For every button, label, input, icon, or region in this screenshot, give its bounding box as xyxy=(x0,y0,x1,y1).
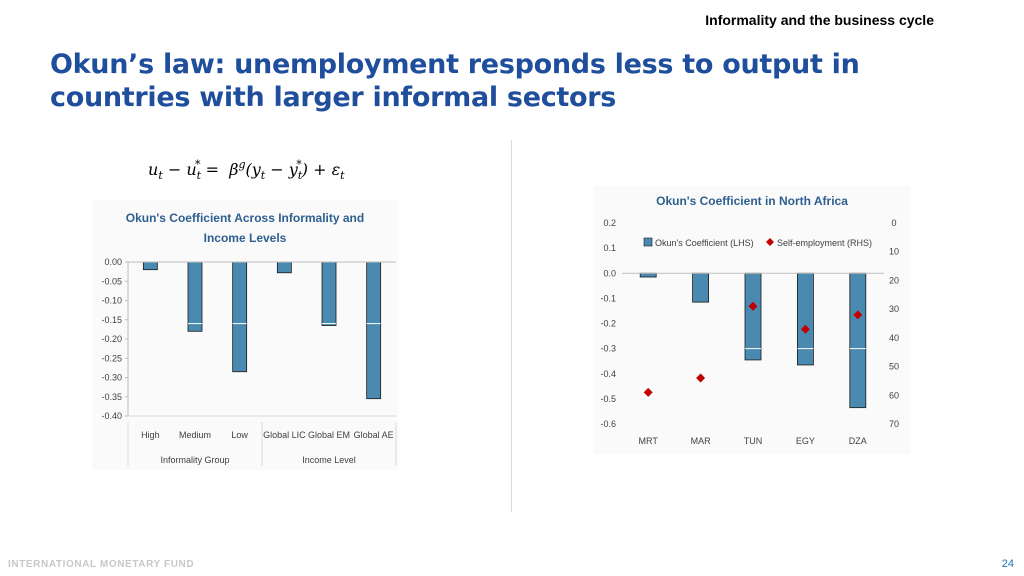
right-y-tick-label: 60 xyxy=(889,390,899,400)
footer-organization: INTERNATIONAL MONETARY FUND xyxy=(8,559,195,570)
legend-marker-label: Self-employment (RHS) xyxy=(777,238,872,248)
legend-bar-swatch xyxy=(643,237,653,247)
right-y-tick-label: 40 xyxy=(889,333,899,343)
x-tick-label: DZA xyxy=(849,436,867,446)
x-tick-label: Global AE xyxy=(354,430,394,440)
self-employment-marker xyxy=(643,387,653,397)
left-y-tick-label: -0.6 xyxy=(600,419,616,429)
y-tick-label: -0.25 xyxy=(101,353,122,363)
right-y-tick-label: 70 xyxy=(889,419,899,429)
right-y-tick-label: 30 xyxy=(889,304,899,314)
y-tick-label: -0.05 xyxy=(101,276,122,286)
bar xyxy=(187,261,203,332)
left-chart-panel: Okun's Coefficient Across Informality an… xyxy=(92,200,398,470)
okun-equation: ut − ut* = βg(yt − yt*) + εt xyxy=(148,158,345,182)
chart-title-line-2: Income Levels xyxy=(204,231,287,245)
left-y-tick-label: -0.1 xyxy=(600,293,616,303)
x-tick-label: High xyxy=(141,430,160,440)
bar xyxy=(142,261,158,271)
bar xyxy=(692,272,709,303)
left-y-tick-label: 0.2 xyxy=(603,218,616,228)
self-employment-marker xyxy=(696,373,706,383)
bar xyxy=(796,272,814,366)
bar xyxy=(366,261,382,400)
y-tick-label: -0.30 xyxy=(101,373,122,383)
bar xyxy=(232,261,248,373)
slide-title-line-2: countries with larger informal sectors xyxy=(50,82,617,113)
group-label: Informality Group xyxy=(160,455,229,465)
bar xyxy=(321,261,337,326)
right-chart-panel: Okun's Coefficient in North Africa 0.2 0.1… xyxy=(594,186,910,454)
left-y-tick-label: -0.3 xyxy=(600,344,616,354)
x-tick-label: EGY xyxy=(796,436,815,446)
slide-title: Okun’s law: unemployment responds less t… xyxy=(50,48,990,114)
y-tick-label: 0.00 xyxy=(104,257,122,267)
self-employment-marker xyxy=(800,324,810,334)
left-y-tick-label: -0.2 xyxy=(600,319,616,329)
x-tick-label: TUN xyxy=(744,436,763,446)
bar xyxy=(276,261,292,274)
left-y-tick-label: -0.5 xyxy=(600,394,616,404)
y-tick-label: -0.40 xyxy=(101,411,122,421)
y-tick-label: -0.20 xyxy=(101,334,122,344)
x-tick-label: Medium xyxy=(179,430,211,440)
right-y-tick-label: 0 xyxy=(891,218,896,228)
x-tick-label: Global EM xyxy=(308,430,350,440)
chart-title-line-1: Okun's Coefficient Across Informality an… xyxy=(126,211,364,225)
left-y-tick-label: -0.4 xyxy=(600,369,616,379)
x-tick-label: MAR xyxy=(691,436,712,446)
right-y-tick-label: 50 xyxy=(889,362,899,372)
left-y-tick-label: 0.1 xyxy=(603,243,616,253)
y-tick-label: -0.10 xyxy=(101,296,122,306)
group-label: Income Level xyxy=(302,455,356,465)
self-employment-marker xyxy=(748,301,758,311)
informality-income-chart: Okun's Coefficient Across Informality an… xyxy=(101,211,397,466)
legend-bar-label: Okun's Coefficient (LHS) xyxy=(655,238,754,248)
self-employment-marker xyxy=(853,310,863,320)
y-tick-label: -0.15 xyxy=(101,315,122,325)
vertical-divider xyxy=(511,140,512,512)
north-africa-chart: Okun's Coefficient in North Africa 0.2 0.1… xyxy=(600,194,899,446)
bar xyxy=(849,272,867,409)
legend-marker-swatch xyxy=(766,238,774,246)
x-tick-label: MRT xyxy=(639,436,659,446)
bar xyxy=(639,272,657,278)
bar xyxy=(744,272,762,361)
chart-title: Okun's Coefficient in North Africa xyxy=(656,194,848,208)
right-y-tick-label: 20 xyxy=(889,275,899,285)
right-y-tick-label: 10 xyxy=(889,247,899,257)
left-y-tick-label: 0.0 xyxy=(603,268,616,278)
page-number: 24 xyxy=(1001,558,1014,570)
x-tick-label: Low xyxy=(231,430,248,440)
section-header: Informality and the business cycle xyxy=(705,12,934,28)
y-tick-label: -0.35 xyxy=(101,392,122,402)
slide-title-line-1: Okun’s law: unemployment responds less t… xyxy=(50,49,860,80)
x-tick-label: Global LIC xyxy=(263,430,306,440)
